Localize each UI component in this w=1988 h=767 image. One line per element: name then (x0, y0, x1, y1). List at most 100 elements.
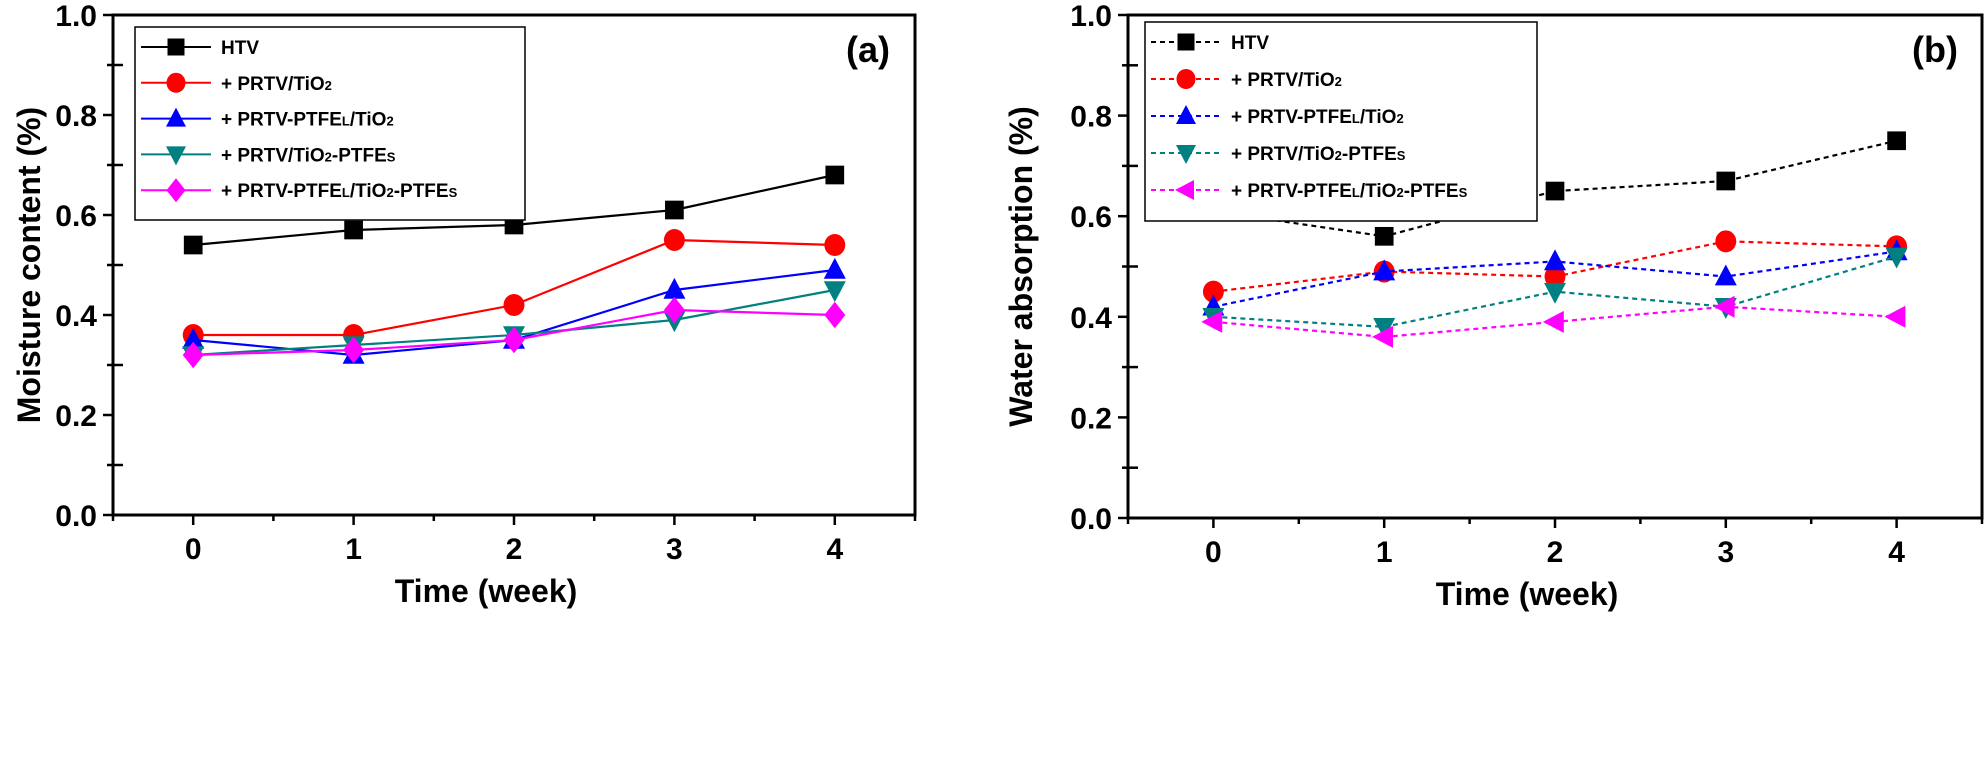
data-point (183, 235, 203, 255)
legend-label-subscript: 2 (1396, 185, 1403, 200)
legend-label-part: -PTFE (1342, 144, 1397, 165)
legend-label-part: /TiO (350, 181, 387, 202)
legend-item: + PRTV/TiO2 (1151, 69, 1342, 91)
legend-label-subscript: 2 (325, 149, 332, 164)
legend-label-subscript: S (1459, 185, 1468, 200)
data-point (1714, 264, 1737, 286)
x-tick-label: 0 (1205, 536, 1222, 569)
legend-marker (1177, 33, 1195, 51)
legend-label: + PRTV/TiO2 (1231, 70, 1342, 91)
legend-label-subscript: 2 (325, 78, 332, 93)
legend-label-subscript: S (387, 149, 396, 164)
data-point (182, 341, 204, 369)
legend-marker (1176, 145, 1196, 164)
legend-label-subscript: 2 (386, 185, 393, 200)
legend-label-subscript: 2 (386, 114, 393, 129)
x-tick-label: 2 (506, 533, 523, 566)
legend-label-subscript: L (342, 185, 350, 200)
data-point (1544, 282, 1566, 304)
y-tick-label: 0.2 (1070, 402, 1112, 435)
legend-item: + PRTV-PTFEL/TiO2-PTFES (141, 178, 458, 203)
data-point (1713, 295, 1735, 318)
legend-label-part: -PTFE (394, 181, 449, 202)
series-line (1213, 139, 1897, 238)
legend-label: + PRTV-PTFEL/TiO2 (1231, 107, 1404, 128)
data-point (1887, 131, 1906, 151)
legend-label-part: /TiO (1360, 181, 1397, 202)
y-tick-label: 0.0 (1070, 503, 1112, 536)
data-point (503, 294, 525, 316)
legend-label-subscript: 2 (1396, 111, 1403, 126)
legend-label-part: + PRTV-PTFE (1231, 107, 1352, 128)
x-axis-title: Time (week) (1436, 576, 1619, 612)
legend-label-part: HTV (1231, 33, 1269, 54)
legend-label-part: + PRTV-PTFE (221, 181, 342, 202)
x-tick-label: 4 (826, 533, 843, 566)
y-tick-label: 0.4 (1070, 302, 1112, 335)
legend-label: + PRTV/TiO2 (221, 74, 332, 95)
legend-label-subscript: 2 (1335, 74, 1342, 89)
x-tick-label: 3 (666, 533, 683, 566)
data-point (1544, 249, 1566, 271)
legend-label-subscript: S (449, 185, 458, 200)
y-tick-label: 0.0 (55, 500, 97, 533)
panel-label: (b) (1912, 29, 1958, 70)
data-point (825, 165, 845, 185)
chart-panel-b: 0.0 0.2 0.4 0.6 0.8 1.0 0 1 2 3 4 Time (week) Water … (1003, 0, 1984, 612)
y-tick-label: 1.0 (1070, 0, 1112, 33)
data-point (1715, 230, 1737, 253)
data-point (824, 234, 846, 256)
legend-marker (166, 107, 186, 127)
data-point (343, 336, 365, 364)
series-line (193, 238, 835, 337)
data-point (503, 326, 525, 354)
legend-label-part: + PRTV/TiO (221, 145, 325, 166)
data-point (1202, 280, 1224, 303)
chart-panel-a: 0.0 0.2 0.4 0.6 0.8 1.0 0 1 2 3 4 Time (week) Moistu… (11, 0, 917, 609)
panel-label: (a) (846, 29, 890, 70)
legend-label-part: + PRTV/TiO (221, 74, 325, 95)
legend-label: + PRTV-PTFEL/TiO2-PTFES (1231, 181, 1468, 202)
y-tick-label: 0.6 (1070, 201, 1112, 234)
legend-box (1144, 21, 1538, 222)
data-point (823, 281, 846, 303)
data-point (1716, 171, 1736, 191)
x-tick-label: 0 (185, 533, 202, 566)
data-point (1884, 305, 1906, 328)
x-tick-label: 1 (345, 533, 362, 566)
data-point (1885, 247, 1908, 269)
legend-label-part: HTV (221, 38, 259, 59)
legend-label-subscript: S (1397, 148, 1406, 163)
legend-marker (167, 38, 185, 56)
legend-label-part: -PTFE (1404, 181, 1459, 202)
legend-label-part: + PRTV/TiO (1231, 70, 1335, 91)
legend-item: + PRTV-PTFEL/TiO2-PTFES (1151, 180, 1468, 202)
y-axis-title: Moisture content (%) (11, 107, 47, 423)
data-point (663, 277, 686, 299)
legend-marker (166, 72, 186, 93)
data-point (663, 229, 685, 251)
x-axis-title: Time (week) (395, 573, 578, 609)
legend-label: HTV (1231, 33, 1269, 54)
data-point (663, 296, 685, 324)
legend-label-subscript: L (342, 114, 350, 129)
legend-item: + PRTV/TiO2-PTFES (1151, 144, 1406, 165)
legend-marker (1176, 105, 1196, 124)
legend-label-part: /TiO (350, 110, 387, 131)
legend-item: + PRTV/TiO2 (141, 72, 332, 95)
legend-item: + PRTV-PTFEL/TiO2 (141, 107, 394, 131)
legend-label-part: + PRTV-PTFE (1231, 181, 1352, 202)
data-point (665, 200, 684, 220)
series-4 (182, 296, 846, 369)
data-point (1373, 259, 1396, 281)
legend-item: HTV (1151, 33, 1269, 54)
legend-item: HTV (141, 38, 259, 59)
legend-label: HTV (221, 38, 259, 59)
y-tick-label: 0.2 (55, 400, 97, 433)
legend-item: + PRTV-PTFEL/TiO2 (1151, 105, 1404, 128)
y-tick-label: 0.4 (55, 300, 97, 333)
legend-marker (166, 146, 186, 166)
x-tick-label: 3 (1717, 536, 1734, 569)
data-point (1542, 310, 1564, 333)
